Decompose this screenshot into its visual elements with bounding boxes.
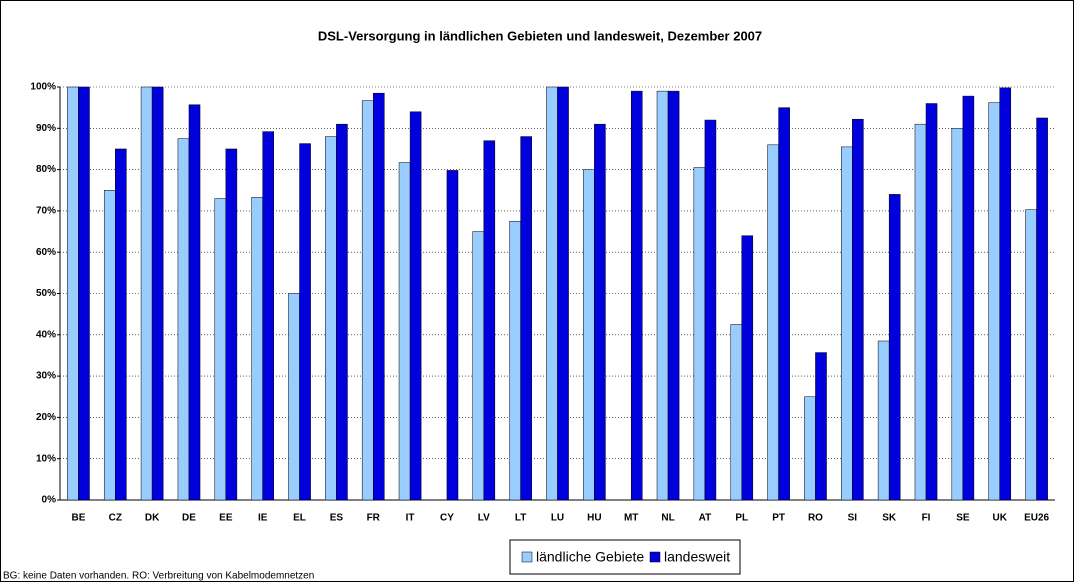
bar [398, 162, 411, 501]
bar [767, 144, 779, 501]
x-tick-label: CY [440, 513, 454, 524]
bar [704, 119, 717, 501]
bar [288, 293, 300, 501]
y-tick-label: 60% [36, 247, 56, 258]
bar [177, 138, 190, 501]
bar [999, 87, 1012, 501]
x-tick-label: LT [515, 513, 526, 524]
bar [804, 396, 816, 501]
x-tick-label: PL [735, 513, 748, 524]
bar [140, 86, 153, 501]
x-tick-label: CZ [109, 513, 122, 524]
bar [115, 148, 127, 501]
x-tick-label: EU26 [1024, 513, 1049, 524]
bar [815, 352, 827, 501]
x-tick-label: HU [587, 513, 601, 524]
legend-swatch [649, 551, 661, 563]
x-tick-label: RO [808, 513, 823, 524]
bar [925, 103, 938, 501]
y-tick-label: 70% [36, 206, 56, 217]
bar [299, 143, 311, 501]
bar [325, 136, 337, 501]
bar [225, 148, 238, 501]
x-tick-label: SI [848, 513, 858, 524]
bar [509, 220, 521, 501]
bar [988, 102, 1000, 501]
x-tick-label: LU [551, 513, 564, 524]
legend-box [509, 539, 741, 575]
bar [336, 123, 348, 501]
bar [583, 169, 595, 501]
bar [741, 235, 754, 501]
x-tick-label: PT [772, 513, 785, 524]
chart-title: DSL-Versorgung in ländlichen Gebieten un… [318, 28, 762, 43]
bar [67, 86, 79, 501]
y-tick-label: 40% [36, 329, 56, 340]
bar [778, 107, 790, 501]
x-tick-label: UK [992, 513, 1007, 524]
x-tick-label: ES [330, 513, 344, 524]
y-tick-label: 90% [36, 123, 56, 134]
x-tick-label: IT [406, 513, 415, 524]
bar [78, 86, 90, 501]
bar [852, 118, 864, 501]
bar [103, 190, 116, 501]
y-tick-label: 10% [36, 453, 56, 464]
y-tick-label: 0% [42, 495, 57, 506]
x-tick-label: BE [71, 513, 85, 524]
x-tick-label: AT [699, 513, 712, 524]
bar [214, 198, 227, 501]
bar [914, 123, 927, 501]
x-tick-label: FR [367, 513, 381, 524]
x-tick-label: EL [293, 513, 306, 524]
y-tick-label: 100% [30, 82, 56, 93]
bar [472, 231, 485, 501]
bar [1025, 209, 1037, 501]
x-tick-label: SK [882, 513, 897, 524]
bar [483, 140, 496, 501]
y-tick-label: 80% [36, 164, 56, 175]
bar [1036, 117, 1048, 501]
bar [667, 90, 680, 501]
bar [262, 131, 274, 501]
footnote: BG: keine Daten vorhanden. RO: Verbreitu… [3, 571, 314, 582]
x-tick-label: DK [145, 513, 160, 524]
bar [693, 167, 706, 501]
y-tick-label: 20% [36, 412, 56, 423]
bar [841, 146, 853, 501]
x-tick-label: SE [956, 513, 970, 524]
x-tick-label: DE [182, 513, 196, 524]
bar [188, 104, 201, 501]
bar [877, 340, 890, 501]
x-tick-label: NL [661, 513, 674, 524]
legend-label: landesweit [664, 549, 730, 565]
x-tick-label: EE [219, 513, 233, 524]
bar [888, 194, 901, 501]
x-tick-label: FI [922, 513, 931, 524]
bar [557, 86, 569, 501]
bar [372, 92, 385, 501]
bar [546, 86, 558, 501]
legend-swatch [521, 551, 533, 563]
x-tick-label: MT [624, 513, 638, 524]
bar [594, 123, 606, 501]
bar [409, 111, 422, 501]
bar [520, 136, 532, 501]
bar [951, 128, 964, 501]
bar [151, 86, 164, 501]
legend-label: ländliche Gebiete [536, 549, 644, 565]
x-tick-label: IE [258, 513, 268, 524]
bar [630, 90, 643, 501]
y-tick-label: 50% [36, 288, 56, 299]
bar [962, 95, 975, 501]
bar [730, 324, 743, 501]
bar [656, 90, 669, 501]
bar [251, 197, 263, 501]
x-tick-label: LV [478, 513, 490, 524]
y-tick-label: 30% [36, 371, 56, 382]
bar [446, 170, 459, 501]
bar [361, 100, 374, 501]
